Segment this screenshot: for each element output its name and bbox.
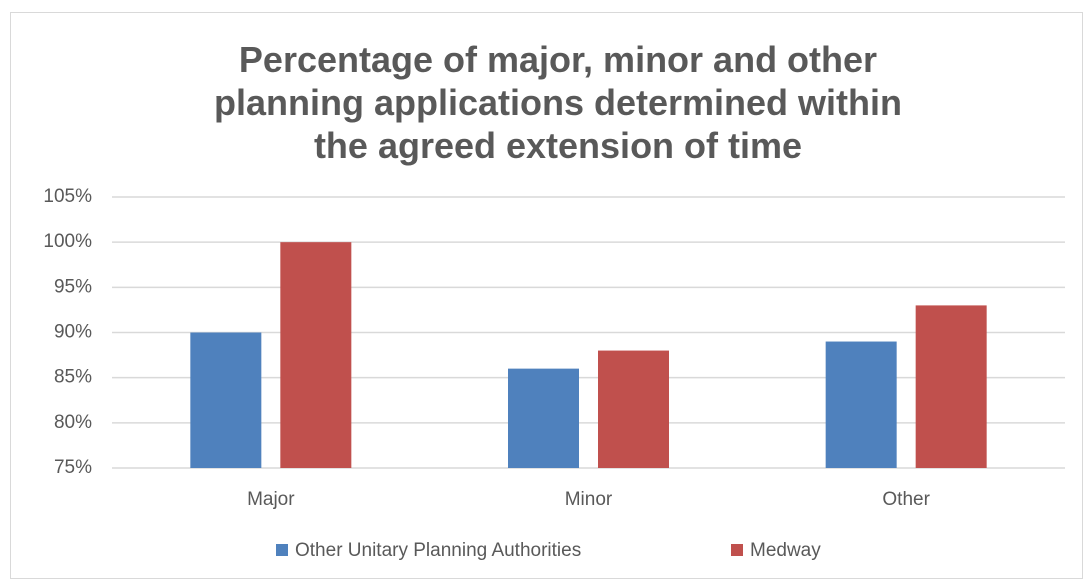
y-tick-label: 80% — [54, 412, 92, 433]
x-tick-label: Major — [247, 489, 295, 510]
x-tick-label: Minor — [565, 489, 613, 510]
bar — [598, 350, 669, 468]
bar — [825, 341, 897, 468]
bar — [508, 368, 579, 468]
chart-frame — [10, 12, 1083, 579]
legend-label: Other Unitary Planning Authorities — [295, 540, 581, 561]
y-tick-label: 95% — [54, 276, 92, 297]
bar — [280, 242, 352, 468]
y-tick-label: 90% — [54, 322, 92, 343]
chart-title: Percentage of major, minor and other pla… — [213, 39, 903, 166]
bar — [190, 332, 262, 468]
y-tick-label: 85% — [54, 367, 92, 388]
legend-swatch — [276, 544, 288, 556]
legend-label: Medway — [750, 540, 821, 561]
bar — [915, 305, 987, 468]
y-tick-label: 75% — [54, 457, 92, 478]
x-tick-label: Other — [882, 489, 930, 510]
legend-swatch — [731, 544, 743, 556]
y-tick-label: 105% — [43, 186, 92, 207]
y-tick-label: 100% — [43, 231, 92, 252]
